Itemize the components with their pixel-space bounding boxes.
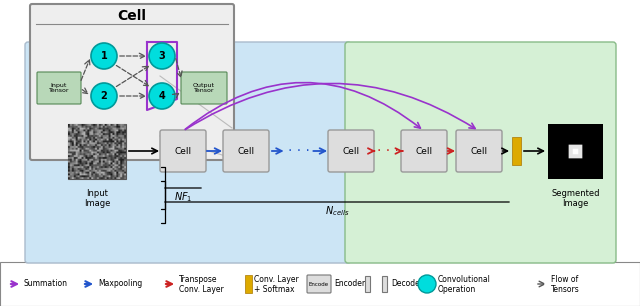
FancyBboxPatch shape: [401, 130, 447, 172]
Circle shape: [91, 43, 117, 69]
FancyBboxPatch shape: [456, 130, 502, 172]
Text: Conv. Layer: Conv. Layer: [179, 285, 224, 293]
Text: 2: 2: [100, 91, 108, 101]
Bar: [512, 137, 521, 165]
Text: Segmented
Image: Segmented Image: [551, 189, 600, 208]
Text: Transpose: Transpose: [179, 274, 218, 283]
Text: $NF_1$: $NF_1$: [173, 190, 192, 204]
Bar: [0, 262, 640, 306]
Circle shape: [91, 83, 117, 109]
FancyBboxPatch shape: [30, 4, 234, 160]
Text: Tensors: Tensors: [551, 285, 580, 293]
Text: Convolutional: Convolutional: [438, 274, 491, 283]
Text: · · ·: · · ·: [376, 144, 399, 158]
Text: + Softmax: + Softmax: [254, 285, 294, 293]
FancyBboxPatch shape: [37, 72, 81, 104]
Text: Summation: Summation: [24, 279, 68, 289]
Text: Input
Tensor: Input Tensor: [49, 83, 69, 93]
FancyBboxPatch shape: [307, 275, 331, 293]
FancyBboxPatch shape: [328, 130, 374, 172]
FancyBboxPatch shape: [181, 72, 227, 104]
Circle shape: [418, 275, 436, 293]
Text: Cell: Cell: [415, 147, 433, 155]
Text: 3: 3: [159, 51, 165, 61]
Text: Cell: Cell: [118, 9, 147, 23]
Text: Maxpooling: Maxpooling: [98, 279, 142, 289]
Circle shape: [149, 43, 175, 69]
Text: Encoder: Encoder: [334, 279, 365, 289]
Bar: [245, 275, 252, 293]
Text: Conv. Layer: Conv. Layer: [254, 274, 299, 283]
Text: Cell: Cell: [342, 147, 360, 155]
Text: Decoder: Decoder: [391, 279, 423, 289]
Text: Cell: Cell: [175, 147, 191, 155]
Text: Encode: Encode: [309, 282, 329, 286]
Text: Flow of: Flow of: [551, 274, 579, 283]
FancyBboxPatch shape: [25, 42, 351, 263]
Text: Cell: Cell: [470, 147, 488, 155]
FancyBboxPatch shape: [223, 130, 269, 172]
Text: $N_{cells}$: $N_{cells}$: [324, 204, 349, 218]
Circle shape: [149, 83, 175, 109]
Text: 4: 4: [159, 91, 165, 101]
Text: Input
Image: Input Image: [84, 189, 110, 208]
Text: Output
Tensor: Output Tensor: [193, 83, 215, 93]
FancyBboxPatch shape: [345, 42, 616, 263]
Text: Cell: Cell: [237, 147, 255, 155]
Bar: [382, 276, 387, 292]
Bar: [68, 124, 126, 179]
Text: Operation: Operation: [438, 285, 476, 293]
Bar: [365, 276, 370, 292]
Text: 1: 1: [100, 51, 108, 61]
Text: · · ·: · · ·: [287, 144, 309, 158]
FancyBboxPatch shape: [160, 130, 206, 172]
